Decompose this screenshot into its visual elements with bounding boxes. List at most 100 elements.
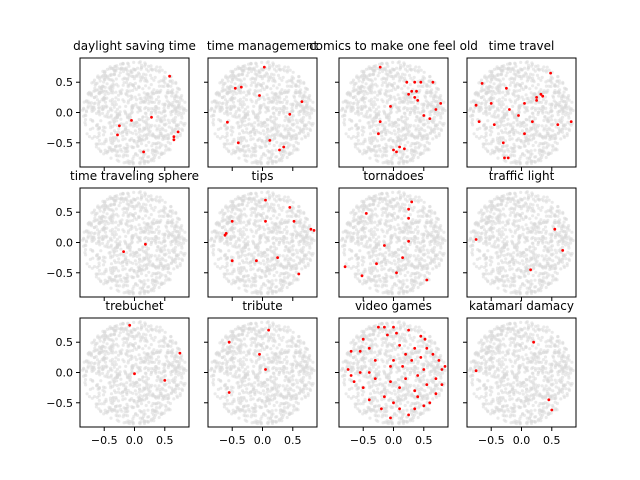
- background-point: [518, 88, 522, 93]
- background-point: [176, 103, 181, 107]
- background-point: [132, 68, 136, 72]
- background-point: [167, 233, 171, 237]
- background-point: [394, 121, 398, 125]
- background-point: [246, 110, 250, 114]
- background-point: [96, 252, 100, 257]
- background-point: [174, 224, 178, 228]
- background-point: [122, 230, 126, 234]
- background-point: [254, 94, 258, 98]
- background-point: [135, 121, 139, 125]
- background-point: [103, 69, 107, 73]
- background-point: [163, 232, 167, 237]
- background-point: [423, 129, 427, 133]
- background-point: [270, 91, 274, 95]
- background-point: [169, 261, 174, 265]
- background-point: [98, 91, 102, 95]
- background-point: [150, 281, 154, 285]
- background-point: [120, 260, 124, 264]
- background-point: [157, 266, 161, 270]
- background-point: [232, 75, 236, 79]
- background-cloud: [81, 60, 188, 166]
- background-point: [103, 100, 108, 104]
- background-point: [405, 148, 409, 152]
- background-point: [427, 148, 431, 152]
- background-point: [277, 157, 281, 162]
- background-point: [537, 76, 541, 80]
- background-point: [256, 89, 260, 93]
- background-point: [391, 145, 395, 149]
- background-point: [386, 64, 390, 68]
- background-point: [571, 108, 575, 113]
- background-point: [496, 126, 500, 130]
- background-point: [166, 214, 170, 218]
- highlight-point: [392, 148, 395, 152]
- background-point: [342, 118, 347, 122]
- background-point: [531, 96, 536, 100]
- background-point: [502, 150, 506, 154]
- background-point: [250, 122, 254, 126]
- background-point: [249, 83, 253, 87]
- background-point: [93, 89, 97, 93]
- background-point: [249, 138, 253, 142]
- background-point: [419, 111, 423, 115]
- background-point: [153, 205, 157, 209]
- background-point: [126, 231, 130, 235]
- background-point: [150, 226, 154, 230]
- background-point: [106, 279, 110, 284]
- background-point: [365, 149, 369, 154]
- highlight-point: [506, 156, 510, 160]
- background-point: [146, 285, 150, 289]
- background-point: [298, 109, 302, 114]
- background-point: [134, 262, 138, 266]
- background-point: [396, 84, 400, 88]
- y-tick-label: 0.0: [56, 237, 74, 250]
- background-point: [146, 238, 150, 242]
- highlight-point: [434, 108, 438, 111]
- background-point: [534, 86, 538, 90]
- background-point: [512, 89, 516, 93]
- background-point: [157, 80, 161, 84]
- background-point: [94, 82, 98, 86]
- background-point: [250, 291, 254, 295]
- background-point: [261, 81, 265, 85]
- background-point: [133, 259, 137, 263]
- background-point: [391, 140, 396, 144]
- background-point: [182, 111, 186, 115]
- background-point: [439, 114, 443, 118]
- background-point: [385, 154, 389, 158]
- background-point: [549, 151, 553, 155]
- background-point: [109, 245, 113, 249]
- background-point: [150, 76, 154, 80]
- background-point: [129, 201, 133, 205]
- background-point: [151, 141, 155, 146]
- background-point: [116, 260, 120, 264]
- background-point: [246, 201, 250, 205]
- background-point: [227, 280, 231, 284]
- background-point: [141, 87, 145, 91]
- background-point: [109, 115, 113, 119]
- background-point: [297, 205, 301, 209]
- background-point: [477, 136, 481, 140]
- background-point: [139, 280, 143, 284]
- background-point: [114, 207, 118, 211]
- background-point: [218, 118, 222, 123]
- background-point: [130, 224, 134, 228]
- background-point: [97, 126, 101, 130]
- background-point: [416, 155, 420, 160]
- background-point: [428, 113, 432, 117]
- background-point: [149, 194, 153, 198]
- background-point: [556, 75, 560, 79]
- background-point: [133, 205, 137, 209]
- background-point: [126, 213, 130, 217]
- background-point: [359, 111, 364, 115]
- background-point: [233, 226, 237, 230]
- background-point: [527, 157, 532, 161]
- background-point: [417, 146, 421, 150]
- background-point: [211, 118, 216, 122]
- background-point: [566, 120, 570, 124]
- background-point: [160, 264, 165, 268]
- background-point: [260, 60, 264, 64]
- background-point: [488, 107, 492, 112]
- background-point: [147, 86, 151, 90]
- background-point: [109, 91, 113, 95]
